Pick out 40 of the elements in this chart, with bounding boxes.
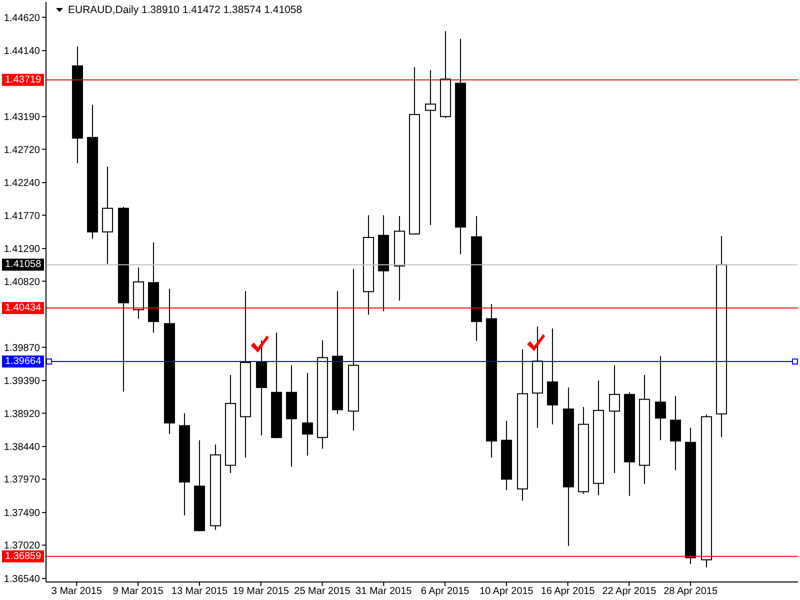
y-tick-label: 1.42240 (4, 178, 40, 190)
candlestick (655, 356, 666, 441)
x-tick-label: 9 Mar 2015 (112, 586, 164, 598)
y-tick-label: 1.40820 (4, 276, 40, 288)
y-tick-label: 1.38920 (4, 408, 40, 420)
y-tick-label: 1.37490 (4, 508, 40, 520)
y-tick-label: 1.44620 (4, 12, 40, 24)
y-tick-label: 1.38440 (4, 442, 40, 454)
y-tick-label: 1.37020 (4, 540, 40, 552)
candlestick (425, 70, 436, 226)
y-tick-label: 1.36540 (4, 574, 40, 586)
x-tick-label: 13 Mar 2015 (171, 586, 228, 598)
chart-title: EURAUD,Daily 1.38910 1.41472 1.38574 1.41058 (68, 4, 302, 16)
x-tick-label: 22 Apr 2015 (602, 586, 657, 598)
candlestick (670, 395, 681, 471)
x-tick-label: 10 Apr 2015 (479, 586, 534, 598)
x-tick-label: 28 Apr 2015 (664, 586, 718, 598)
y-tick-label: 1.43190 (4, 112, 40, 124)
y-tick-label: 1.39390 (4, 376, 40, 388)
candlestick (609, 364, 620, 474)
x-tick-label: 3 Mar 2015 (51, 586, 102, 598)
x-tick-label: 25 Mar 2015 (294, 586, 351, 598)
ref-line-label: 1.43719 (5, 74, 42, 86)
y-tick-label: 1.44140 (4, 46, 40, 58)
x-tick-label: 16 Apr 2015 (540, 586, 596, 598)
y-tick-label: 1.39870 (4, 342, 40, 354)
candlestick (102, 166, 113, 264)
y-tick-label: 1.41770 (4, 210, 40, 222)
candlestick (302, 372, 313, 456)
ref-line-label: 1.40434 (5, 302, 42, 314)
ref-line-label: 1.36859 (5, 550, 42, 562)
ref-line-label: 1.39664 (5, 356, 42, 368)
y-tick-label: 1.42720 (4, 144, 40, 156)
ref-line-label: 1.41058 (5, 259, 42, 270)
x-tick-label: 19 Mar 2015 (232, 586, 290, 598)
y-tick-label: 1.41290 (4, 244, 40, 256)
x-tick-label: 31 Mar 2015 (356, 586, 412, 598)
x-tick-label: 6 Apr 2015 (420, 586, 470, 598)
candlestick (547, 328, 558, 425)
y-tick-label: 1.37970 (4, 474, 40, 486)
